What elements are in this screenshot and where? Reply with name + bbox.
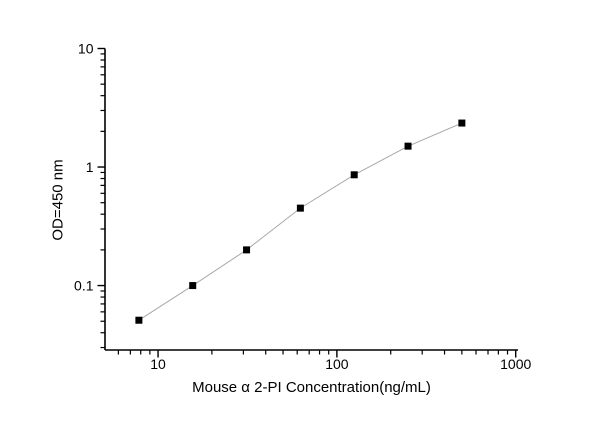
y-tick-label: 10 <box>78 41 94 57</box>
y-tick-label: 1 <box>86 159 94 175</box>
x-tick-label: 1000 <box>500 356 531 372</box>
data-point-marker <box>189 282 197 290</box>
x-tick-label: 100 <box>325 356 349 372</box>
y-tick-label: 0.1 <box>74 278 94 294</box>
data-point-marker <box>404 142 412 150</box>
x-axis-title: Mouse α 2-PI Concentration(ng/mL) <box>192 379 431 396</box>
data-point-marker <box>135 316 143 324</box>
series-line <box>138 122 463 321</box>
data-point-marker <box>458 119 466 127</box>
data-point-marker <box>296 204 304 212</box>
y-axis-title: OD=450 nm <box>49 159 67 241</box>
data-point-marker <box>350 171 358 179</box>
data-point-marker <box>243 246 251 254</box>
x-tick-label: 10 <box>150 356 166 372</box>
